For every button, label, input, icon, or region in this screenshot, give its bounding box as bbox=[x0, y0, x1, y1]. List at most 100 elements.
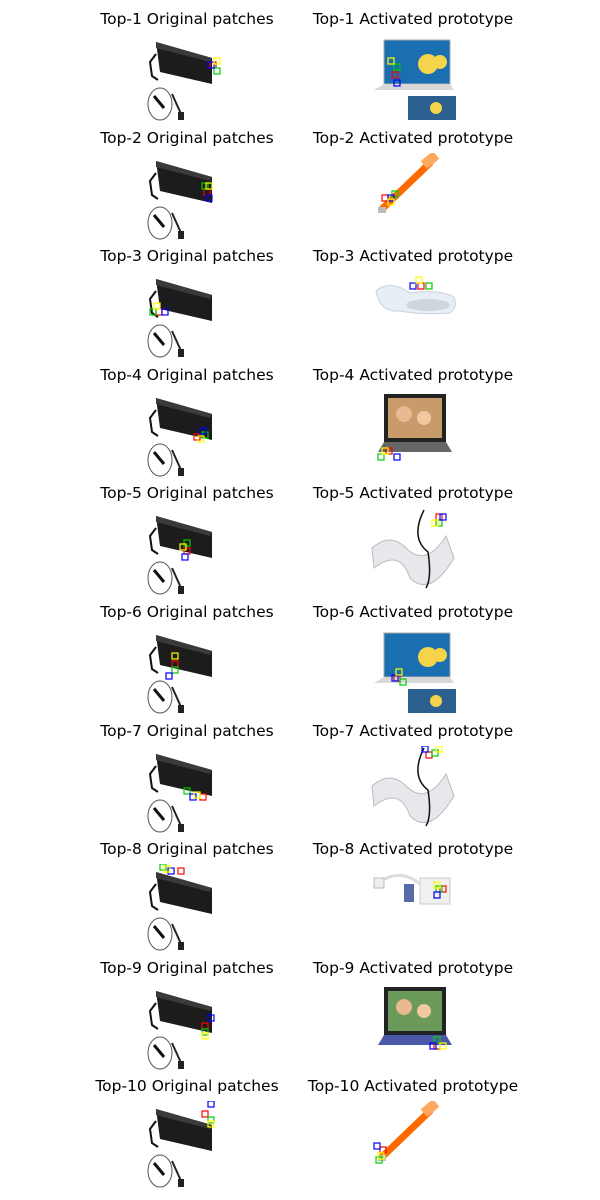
original-image-thumbnail bbox=[142, 152, 232, 243]
original-patches-panel: Top-2 Original patches bbox=[57, 129, 317, 247]
original-patches-panel: Top-4 Original patches bbox=[57, 366, 317, 484]
activated-prototype-title: Top-8 Activated prototype bbox=[312, 840, 514, 859]
activated-prototype-panel: Top-10 Activated prototype bbox=[283, 1077, 543, 1195]
activation-patch-box bbox=[435, 513, 443, 521]
activated-prototype-title: Top-5 Activated prototype bbox=[312, 484, 514, 503]
flexible-keyboard-image bbox=[371, 510, 455, 589]
activated-prototype-title: Top-7 Activated prototype bbox=[312, 721, 514, 740]
activated-prototype-title: Top-2 Activated prototype bbox=[312, 128, 514, 147]
activation-patch-box bbox=[409, 282, 417, 290]
activation-patch-box bbox=[399, 678, 407, 686]
activation-patch-box bbox=[199, 792, 207, 801]
original-patches-title: Top-1 Original patches bbox=[100, 10, 274, 28]
activation-patch-box bbox=[205, 193, 213, 202]
activated-prototype-panel: Top-9 Activated prototype bbox=[283, 959, 543, 1077]
activation-patch-box bbox=[189, 792, 197, 801]
prototype-image-thumbnail bbox=[370, 1101, 460, 1192]
activation-patch-box bbox=[177, 867, 185, 875]
original-image-thumbnail bbox=[142, 627, 232, 717]
activation-patch-box bbox=[205, 181, 213, 190]
original-image-thumbnail bbox=[142, 34, 232, 124]
laptop-minions-image bbox=[374, 632, 456, 713]
activation-patch-box bbox=[385, 447, 393, 455]
prototype-image-thumbnail bbox=[370, 34, 460, 124]
activation-patch-box bbox=[429, 1042, 437, 1050]
prototype-image-thumbnail bbox=[370, 152, 460, 243]
activation-patch-box bbox=[165, 672, 173, 680]
activated-prototype-panel: Top-2 Activated prototype bbox=[283, 129, 543, 247]
activation-patch-box bbox=[373, 1142, 381, 1150]
black-power-adapter-image bbox=[147, 872, 212, 951]
activated-prototype-title: Top-3 Activated prototype bbox=[312, 247, 514, 266]
activation-patch-box bbox=[167, 867, 175, 875]
black-power-adapter-image bbox=[147, 279, 212, 358]
flexible-keyboard-image bbox=[371, 747, 455, 826]
original-image-thumbnail bbox=[142, 864, 232, 955]
laptop-minions-image bbox=[374, 39, 456, 120]
original-image-thumbnail bbox=[142, 271, 232, 362]
activation-patch-box bbox=[183, 786, 191, 795]
activation-patch-box bbox=[421, 745, 429, 753]
original-patches-title: Top-7 Original patches bbox=[100, 721, 274, 740]
prototype-image-thumbnail bbox=[370, 271, 460, 362]
activation-patch-box bbox=[391, 189, 399, 198]
original-patches-panel: Top-8 Original patches bbox=[57, 840, 317, 958]
activated-prototype-title: Top-4 Activated prototype bbox=[312, 365, 514, 384]
original-image-thumbnail bbox=[142, 745, 232, 836]
activated-prototype-title: Top-10 Activated prototype bbox=[307, 1077, 519, 1096]
original-image-thumbnail bbox=[142, 982, 232, 1073]
original-patches-title: Top-8 Original patches bbox=[100, 840, 274, 859]
activation-patch-box bbox=[377, 1152, 385, 1160]
usb-led-light-image bbox=[378, 152, 440, 213]
original-image-thumbnail bbox=[142, 1101, 232, 1192]
black-power-adapter-image bbox=[147, 990, 212, 1070]
activated-prototype-panel: Top-7 Activated prototype bbox=[283, 722, 543, 840]
black-power-adapter-image bbox=[147, 42, 212, 121]
activation-patch-box bbox=[377, 453, 385, 461]
activation-patch-box bbox=[431, 748, 439, 757]
original-image-thumbnail bbox=[142, 389, 232, 480]
prototype-image-thumbnail bbox=[370, 745, 460, 836]
original-patches-title: Top-10 Original patches bbox=[95, 1077, 279, 1096]
original-patches-panel: Top-7 Original patches bbox=[57, 722, 317, 840]
usb-led-light-image bbox=[378, 1101, 440, 1162]
activated-prototype-panel: Top-8 Activated prototype bbox=[283, 840, 543, 958]
activation-patch-box bbox=[201, 181, 209, 190]
activation-patch-box bbox=[193, 433, 201, 441]
activation-patch-box bbox=[153, 302, 161, 310]
activation-patch-box bbox=[207, 61, 215, 69]
black-power-adapter-image bbox=[147, 635, 212, 714]
activation-patch-box bbox=[207, 1120, 215, 1128]
activation-patch-box bbox=[201, 1032, 209, 1040]
activated-prototype-panel: Top-3 Activated prototype bbox=[283, 247, 543, 365]
activation-patch-box bbox=[415, 276, 423, 284]
activation-patch-box bbox=[439, 1042, 447, 1050]
original-patches-title: Top-4 Original patches bbox=[100, 365, 274, 384]
activation-patch-box bbox=[201, 1028, 209, 1036]
activation-patch-box bbox=[425, 282, 433, 290]
activation-patch-box bbox=[193, 790, 201, 799]
activation-patch-box bbox=[179, 543, 187, 551]
activation-patch-box bbox=[207, 1014, 215, 1022]
activation-patch-box bbox=[375, 1156, 383, 1164]
activation-patch-box bbox=[199, 427, 207, 435]
activation-patch-box bbox=[435, 519, 443, 527]
activation-patch-box bbox=[393, 453, 401, 461]
activated-prototype-title: Top-1 Activated prototype bbox=[312, 10, 514, 28]
activation-patch-box bbox=[387, 57, 395, 65]
activation-patch-box bbox=[155, 308, 163, 316]
activation-patch-box bbox=[439, 513, 447, 521]
activation-patch-box bbox=[433, 1036, 441, 1044]
activated-prototype-panel: Top-1 Activated prototype bbox=[283, 10, 543, 128]
activation-patch-box bbox=[207, 1116, 215, 1124]
original-patches-panel: Top-6 Original patches bbox=[57, 603, 317, 721]
activation-patch-box bbox=[207, 1101, 215, 1108]
original-patches-title: Top-9 Original patches bbox=[100, 958, 274, 977]
prototype-image-thumbnail bbox=[370, 864, 460, 955]
activation-patch-box bbox=[393, 63, 401, 71]
activation-patch-box bbox=[171, 652, 179, 660]
activation-patch-box bbox=[391, 71, 399, 79]
original-patches-panel: Top-1 Original patches bbox=[57, 10, 317, 128]
activated-prototype-title: Top-9 Activated prototype bbox=[312, 958, 514, 977]
